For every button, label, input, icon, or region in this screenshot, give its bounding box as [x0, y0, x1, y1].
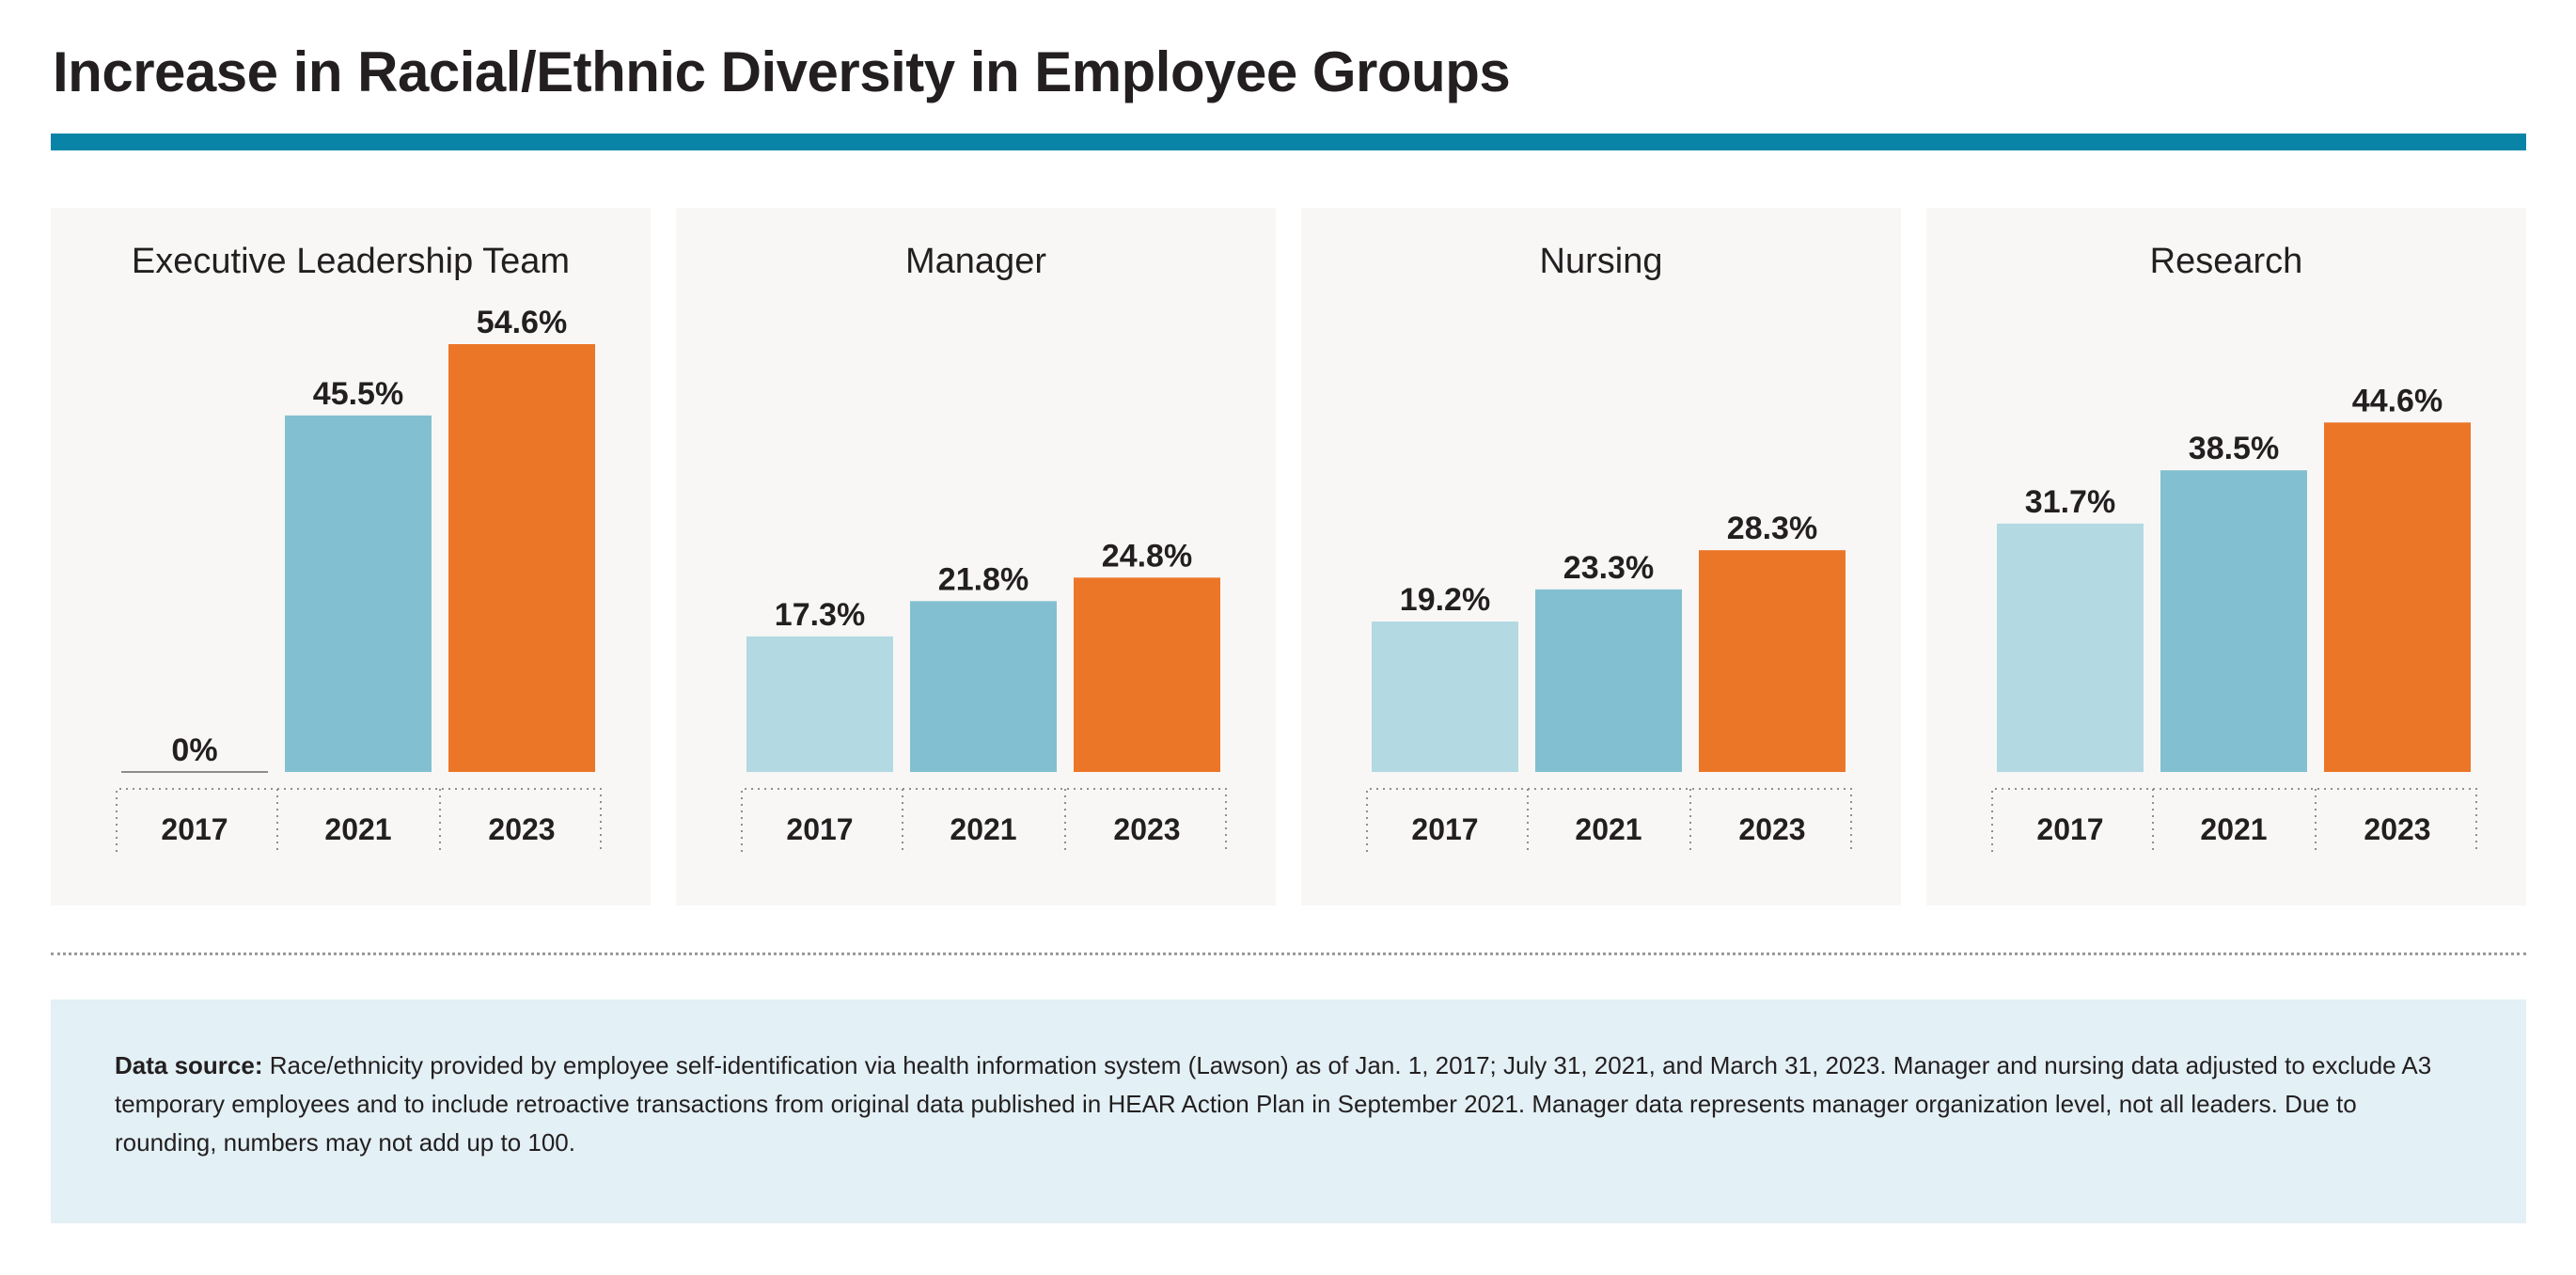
- tick-label: 2023: [1113, 812, 1180, 846]
- tick-label: 2021: [950, 812, 1016, 846]
- panel-title: Executive Leadership Team: [131, 242, 571, 281]
- bar-2017: [1372, 622, 1518, 772]
- data-label: 45.5%: [313, 376, 403, 412]
- data-label: 28.3%: [1727, 511, 1817, 546]
- bar-chart-manager: 17.3% 21.8% 24.8% 2017 2021 2023: [741, 538, 1227, 852]
- panel-title: Nursing: [1539, 242, 1663, 281]
- page-title: Increase in Racial/Ethnic Diversity in E…: [53, 40, 1511, 103]
- tick-label: 2017: [161, 812, 228, 846]
- note-text: Data source: Race/ethnicity provided by …: [115, 1047, 2465, 1162]
- bar-2021: [1535, 589, 1682, 772]
- tick-label: 2023: [488, 812, 555, 846]
- data-label: 23.3%: [1563, 550, 1654, 586]
- tick-label: 2017: [1411, 812, 1478, 846]
- bar-2023: [448, 344, 595, 772]
- tick-label: 2017: [786, 812, 853, 846]
- chart-panel-executive-leadership: Executive Leadership Team 0% 45.5% 54.6% 20…: [51, 208, 651, 905]
- bar-2021: [910, 601, 1057, 772]
- data-label: 19.2%: [1400, 582, 1490, 618]
- data-label: 21.8%: [938, 561, 1029, 597]
- bar-2021: [2160, 470, 2307, 772]
- tick-label: 2023: [2364, 812, 2430, 846]
- bar-2023: [2324, 422, 2471, 772]
- data-label: 44.6%: [2352, 383, 2442, 418]
- tick-label: 2023: [1738, 812, 1805, 846]
- data-label: 24.8%: [1102, 538, 1192, 574]
- bar-chart-nursing: 19.2% 23.3% 28.3% 2017 2021 2023: [1366, 511, 1852, 852]
- bar-chart-executive-leadership: 0% 45.5% 54.6% 2017 2021 2023: [116, 305, 602, 852]
- data-label: 54.6%: [477, 305, 567, 340]
- bar-chart-research: 31.7% 38.5% 44.6% 2017 2021 2023: [1991, 383, 2477, 852]
- tick-label: 2021: [324, 812, 391, 846]
- data-label: 0%: [171, 732, 217, 768]
- tick-label: 2021: [1575, 812, 1641, 846]
- note-label: Data source:: [115, 1051, 263, 1079]
- data-source-note: Data source: Race/ethnicity provided by …: [51, 1000, 2526, 1223]
- panel-title: Manager: [905, 242, 1046, 281]
- tick-label: 2021: [2200, 812, 2267, 846]
- bar-2023: [1074, 577, 1220, 772]
- data-label: 38.5%: [2189, 431, 2279, 466]
- data-label: 17.3%: [775, 597, 865, 633]
- title-rule: [51, 134, 2526, 150]
- data-label: 31.7%: [2025, 484, 2115, 520]
- bar-2021: [285, 415, 432, 772]
- bar-2017: [746, 636, 893, 772]
- chart-panel-nursing: Nursing 19.2% 23.3% 28.3% 2017 2021 2023: [1301, 208, 1901, 905]
- panel-title: Research: [2149, 242, 2303, 281]
- chart-panel-research: Research 31.7% 38.5% 44.6% 2017 2021 2023: [1926, 208, 2526, 905]
- section-divider: [51, 952, 2526, 955]
- bar-2023: [1699, 550, 1846, 772]
- chart-panel-manager: Manager 17.3% 21.8% 24.8% 2017 2021 2023: [676, 208, 1276, 905]
- bar-2017: [1997, 523, 2144, 772]
- tick-label: 2017: [2036, 812, 2103, 846]
- note-body: Race/ethnicity provided by employee self…: [115, 1051, 2432, 1157]
